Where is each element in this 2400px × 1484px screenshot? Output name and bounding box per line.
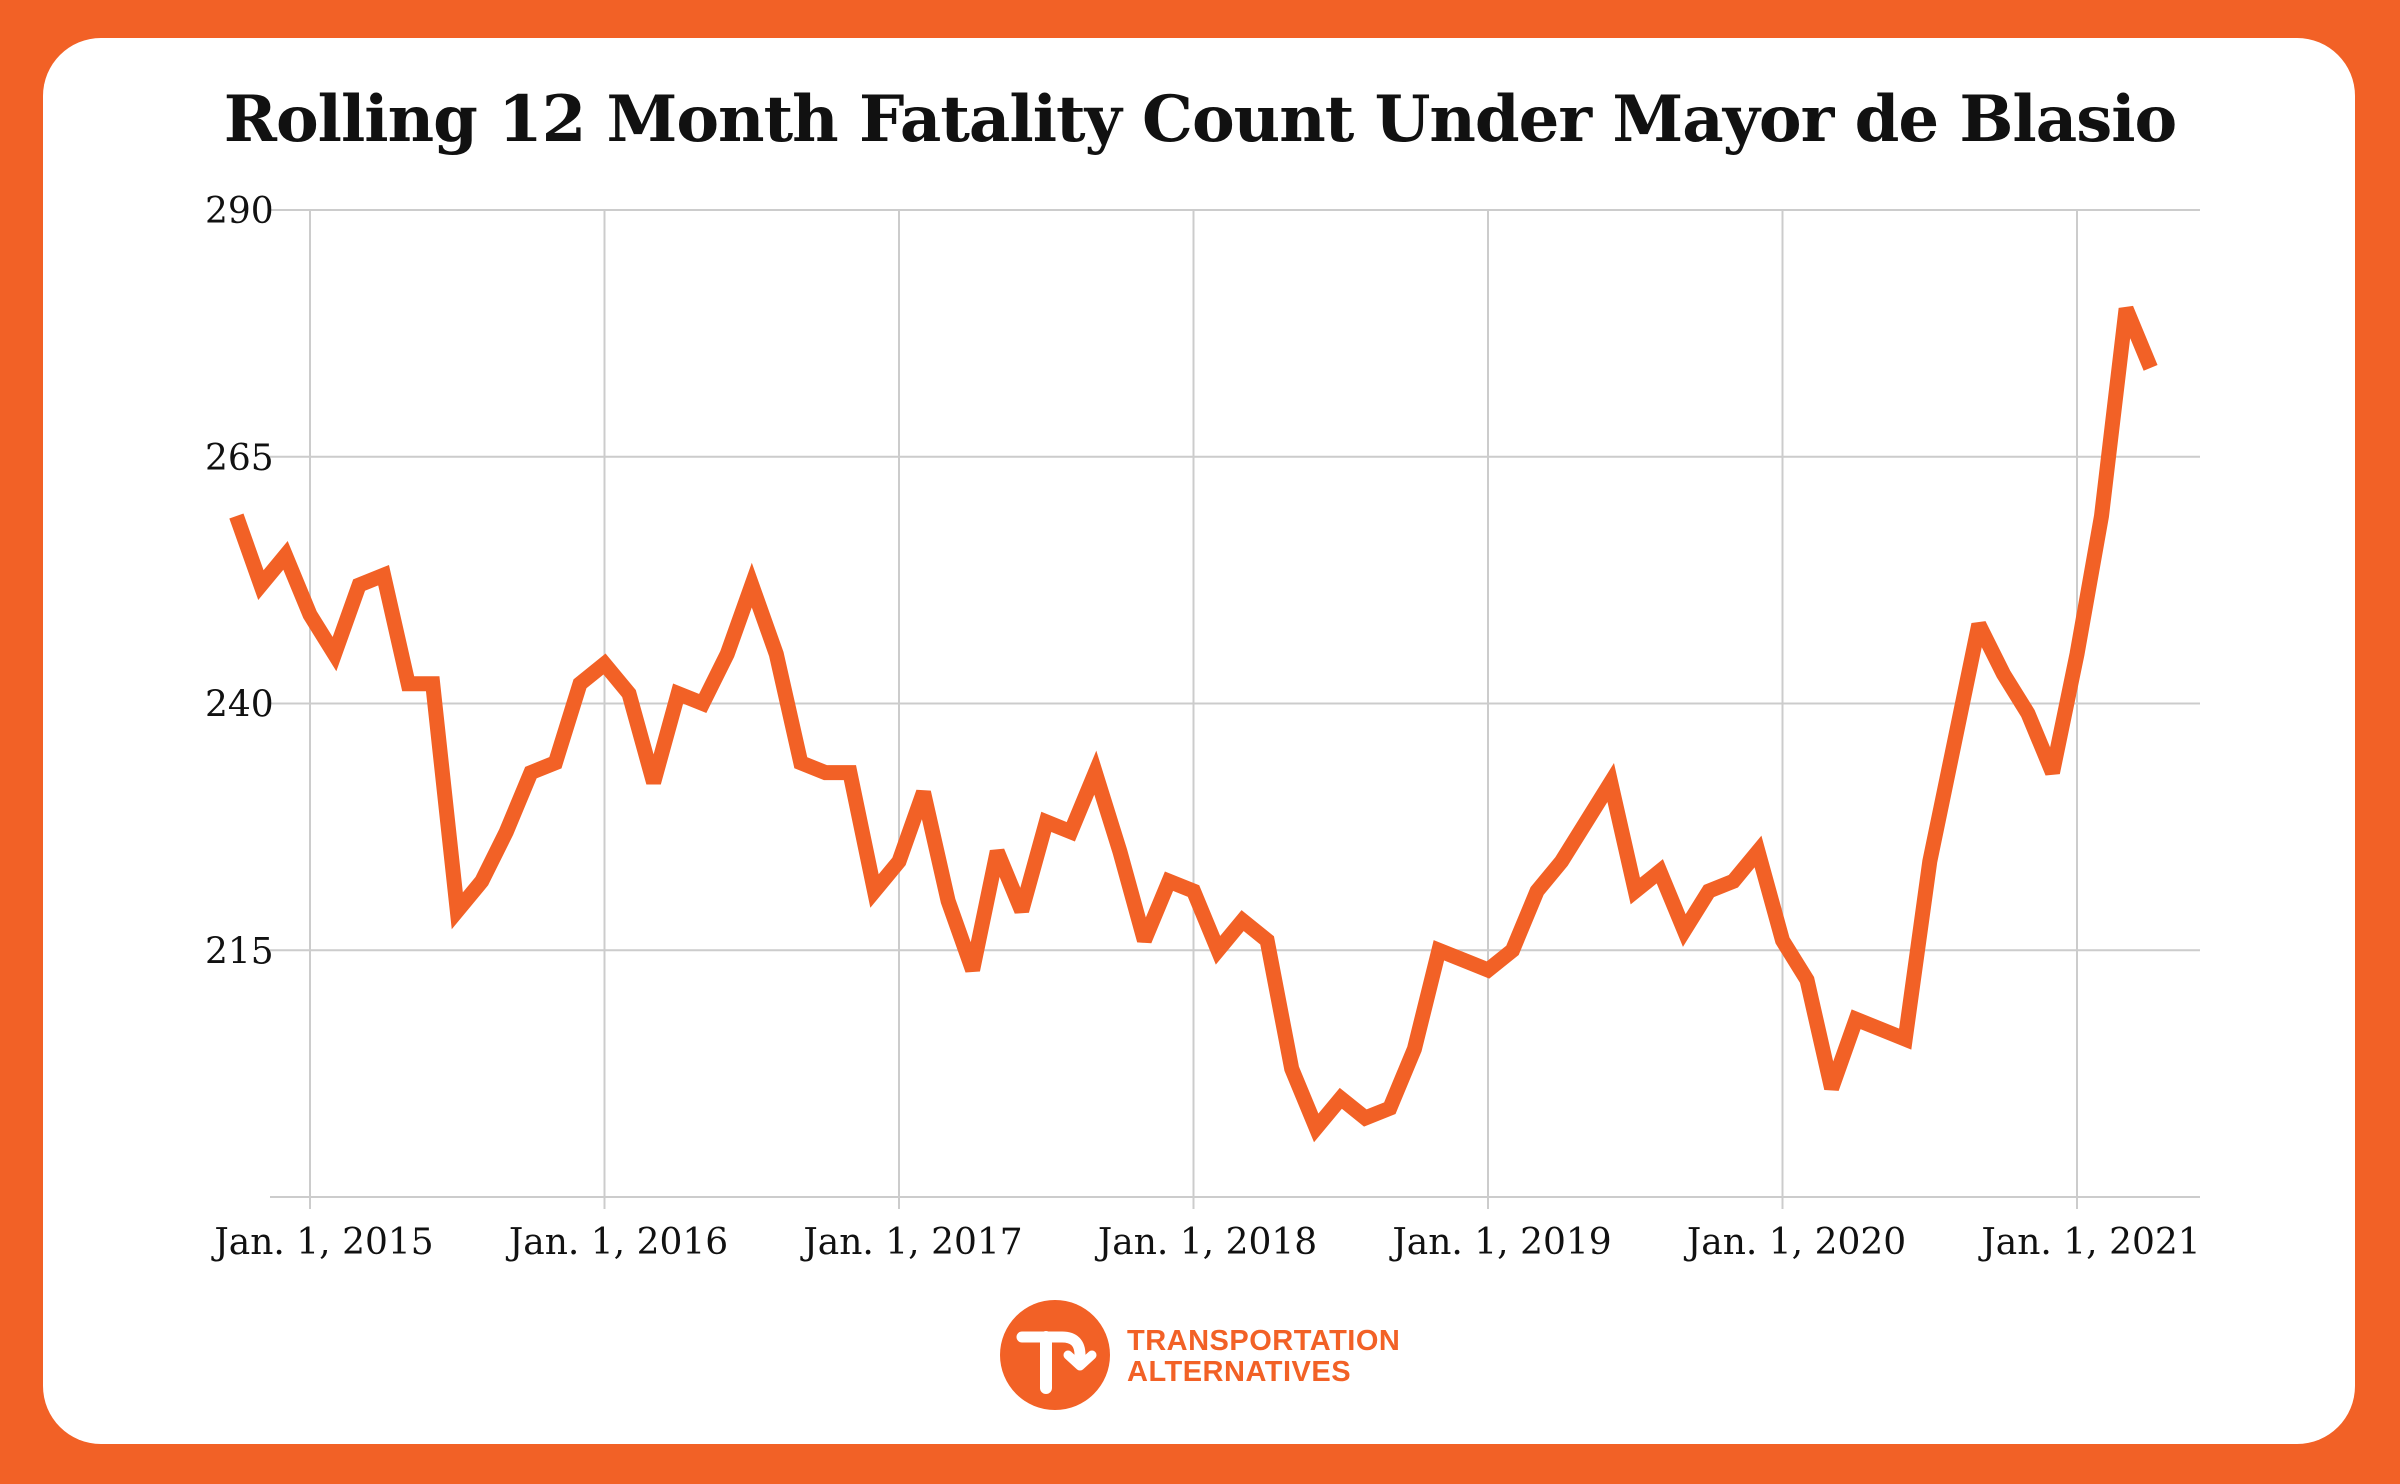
x-tick-label: Jan. 1, 2016 xyxy=(505,1222,728,1263)
x-tick-label: Jan. 1, 2018 xyxy=(1094,1222,1317,1263)
logo-line-1: TRANSPORTATION xyxy=(1127,1325,1401,1357)
fatality-count-line xyxy=(229,305,2158,1143)
x-tick-label: Jan. 1, 2019 xyxy=(1388,1222,1611,1263)
logo-line-2: ALTERNATIVES xyxy=(1127,1356,1352,1388)
x-tick-label: Jan. 1, 2021 xyxy=(1977,1222,2200,1263)
x-tick-label: Jan. 1, 2015 xyxy=(210,1222,433,1263)
x-tick-label: Jan. 1, 2020 xyxy=(1683,1222,1906,1263)
x-tick-label: Jan. 1, 2017 xyxy=(799,1222,1022,1263)
ta-arrow-icon xyxy=(1000,1300,1110,1410)
y-tick-label: 290 xyxy=(205,191,274,232)
logo-wordmark: TRANSPORTATION ALTERNATIVES xyxy=(1127,1326,1400,1388)
chart-title: Rolling 12 Month Fatality Count Under Ma… xyxy=(223,82,2177,157)
y-tick-label: 265 xyxy=(205,438,274,479)
transportation-alternatives-logo: TRANSPORTATION ALTERNATIVES xyxy=(1000,1300,1420,1410)
y-tick-label: 240 xyxy=(205,685,274,726)
chart-card xyxy=(43,38,2355,1444)
y-tick-label: 215 xyxy=(205,931,274,972)
